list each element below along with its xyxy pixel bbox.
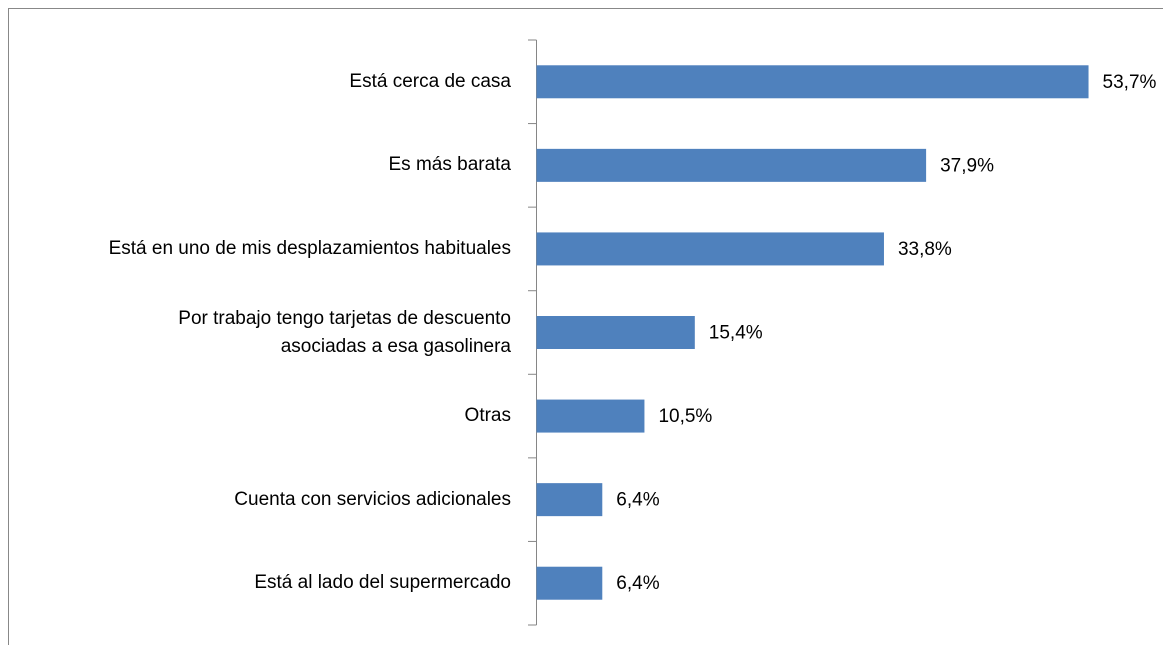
data-label: 33,8% [898, 239, 952, 260]
data-label: 53,7% [1103, 72, 1157, 93]
data-label: 15,4% [709, 323, 763, 344]
bar [536, 316, 695, 349]
category-label: Es más barata [388, 154, 512, 176]
bar [536, 566, 603, 600]
category-label: Otras [464, 405, 511, 427]
data-label: 6,4% [616, 573, 659, 594]
data-label: 6,4% [616, 490, 659, 511]
bar [536, 65, 1089, 99]
chart-border [8, 8, 1163, 645]
category-label: Cuenta con servicios adicionales [234, 488, 511, 510]
bar [536, 483, 603, 517]
bar [536, 148, 927, 182]
data-label: 10,5% [658, 406, 712, 427]
bar [536, 399, 645, 433]
category-label: Por trabajo tengo tarjetas de descuento … [178, 307, 511, 357]
category-label: Está en uno de mis desplazamientos habit… [108, 237, 511, 259]
category-label: Está cerca de casa [349, 70, 511, 92]
category-label: Está al lado del supermercado [254, 572, 511, 594]
bar [536, 232, 884, 266]
data-label: 37,9% [940, 155, 994, 176]
